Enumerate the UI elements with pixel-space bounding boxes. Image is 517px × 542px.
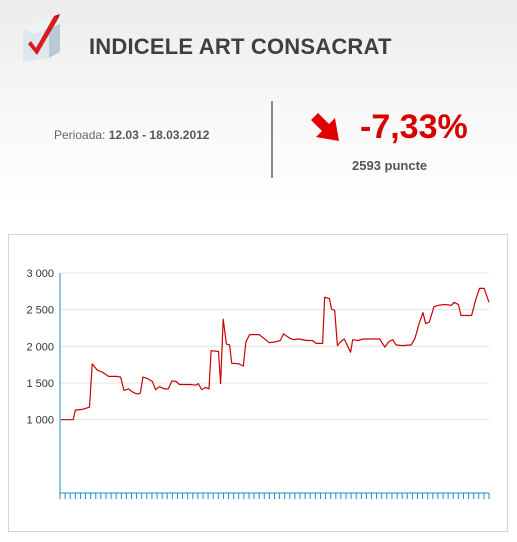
change-percent: -7,33%: [360, 108, 468, 146]
rising-chart-check-icon: [23, 14, 60, 62]
y-tick-label: 1 000: [26, 415, 54, 427]
y-tick-label: 2 000: [26, 341, 54, 353]
line-chart: 1 000 1 500 2 000 2 500 3 000: [26, 268, 490, 499]
header-band: [0, 0, 517, 205]
page-title: INDICELE ART CONSACRAT: [89, 34, 392, 59]
y-tick-label: 2 500: [26, 305, 54, 317]
series-line: [61, 287, 490, 421]
index-points: 2593 puncte: [352, 158, 428, 173]
period-value: 12.03 - 18.03.2012: [108, 128, 210, 142]
period-text: Perioada: 12.03 - 18.03.2012: [54, 128, 209, 142]
y-tick-label: 3 000: [26, 268, 54, 280]
arrow-down-right-icon: [311, 113, 339, 141]
period-label: Perioada:: [54, 128, 106, 142]
summary-divider: [271, 101, 273, 178]
y-tick-label: 1 500: [26, 378, 54, 390]
